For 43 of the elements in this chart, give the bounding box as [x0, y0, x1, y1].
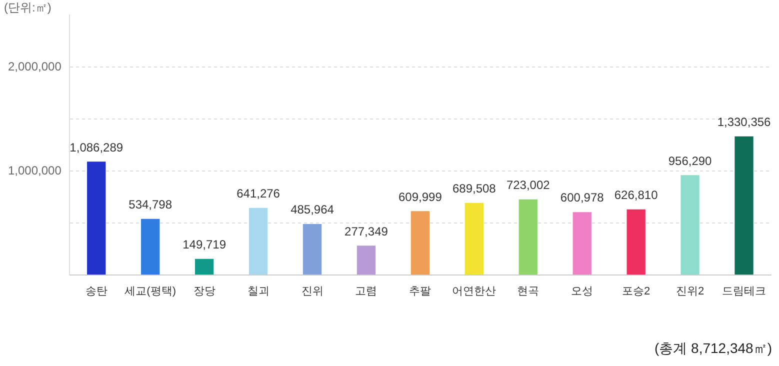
data-label: 689,508 — [452, 182, 496, 196]
bar — [572, 212, 592, 275]
y-tick-label: 2,000,000 — [8, 59, 62, 74]
x-tick-label: 세교(평택) — [124, 285, 176, 298]
data-label: 1,330,356 — [717, 114, 772, 129]
data-label: 723,002 — [506, 178, 550, 192]
x-tick-label: 포승2 — [622, 285, 650, 298]
bar — [518, 199, 538, 275]
x-tick-label: 송탄 — [85, 285, 108, 298]
data-label: 609,999 — [398, 190, 442, 204]
x-tick-label: 진위2 — [676, 285, 704, 298]
y-axis-title: (단위:㎡) — [4, 0, 52, 14]
x-tick-label: 장당 — [193, 285, 216, 298]
bar — [356, 246, 376, 275]
bar — [734, 136, 754, 275]
data-label: 956,290 — [668, 154, 712, 168]
text: 1,000,000 — [8, 163, 62, 178]
bar — [194, 258, 214, 275]
x-tick-label: 고렴 — [355, 285, 378, 298]
data-label: 485,964 — [290, 202, 334, 217]
x-tick-label: 어연한산 — [452, 285, 496, 298]
bar — [680, 175, 700, 275]
bar — [248, 208, 268, 275]
x-tick-label: 오성 — [571, 285, 594, 298]
data-label: 600,978 — [560, 190, 604, 205]
x-tick-label: 진위 — [301, 285, 324, 298]
bar — [302, 224, 322, 275]
x-tick-label: 추팔 — [409, 285, 432, 298]
bar — [626, 209, 646, 275]
bar — [141, 218, 160, 275]
data-label: 149,719 — [182, 238, 226, 252]
x-tick-label: 칠괴 — [247, 285, 270, 298]
data-label: 641,276 — [236, 186, 280, 201]
data-label: 1,086,289 — [70, 140, 124, 154]
data-label: 626,810 — [614, 188, 658, 202]
x-tick-label: 현곡 — [517, 285, 540, 298]
bar — [410, 211, 430, 275]
text: (총계 8,712,348㎡) — [654, 340, 772, 356]
bar — [87, 162, 106, 275]
bar — [464, 202, 484, 275]
data-label: 277,349 — [344, 224, 388, 238]
data-label: 534,798 — [128, 198, 172, 212]
x-tick-label: 드림테크 — [722, 285, 766, 298]
